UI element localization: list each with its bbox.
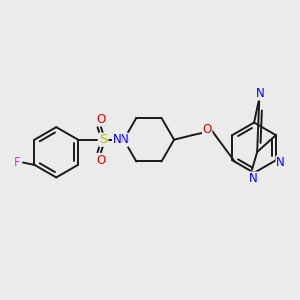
Text: O: O bbox=[96, 112, 106, 126]
Text: O: O bbox=[202, 123, 212, 136]
Text: S: S bbox=[99, 133, 107, 146]
Text: N: N bbox=[112, 133, 121, 146]
Text: N: N bbox=[249, 172, 257, 185]
Text: N: N bbox=[119, 133, 128, 146]
Text: N: N bbox=[276, 156, 285, 169]
Text: N: N bbox=[256, 87, 265, 100]
Text: F: F bbox=[14, 156, 21, 169]
Text: O: O bbox=[96, 154, 106, 167]
